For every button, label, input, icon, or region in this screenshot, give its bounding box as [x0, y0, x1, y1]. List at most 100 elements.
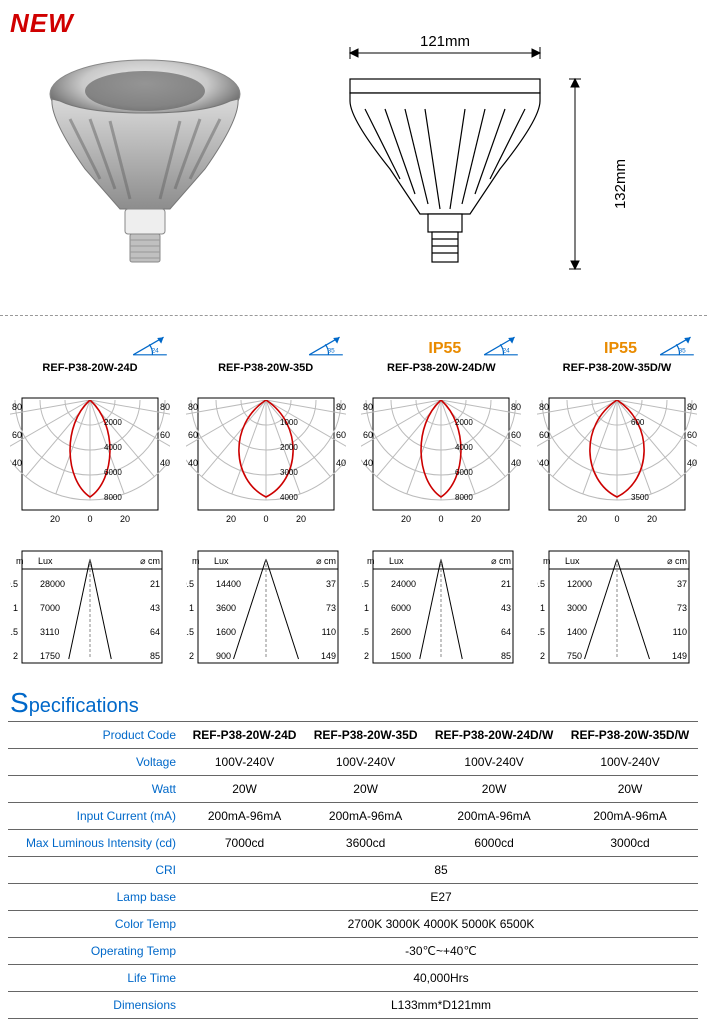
spec-row: DimensionsL133mm*D121mm — [8, 992, 698, 1019]
spec-row: Life Time40,000Hrs — [8, 965, 698, 992]
spec-row: Max Luminous Intensity (cd)7000cd3600cd6… — [8, 830, 698, 857]
svg-text:1: 1 — [189, 603, 194, 613]
spec-label: CRI — [8, 857, 184, 884]
svg-text:0.5: 0.5 — [186, 579, 194, 589]
svg-text:60: 60 — [160, 430, 170, 440]
svg-text:110: 110 — [673, 627, 687, 637]
svg-text:3600: 3600 — [216, 603, 236, 613]
svg-text:80: 80 — [12, 402, 22, 412]
svg-text:64: 64 — [501, 627, 511, 637]
svg-text:6000: 6000 — [104, 468, 122, 477]
svg-text:14400: 14400 — [216, 579, 241, 589]
ip55-badge: IP55 — [604, 340, 637, 358]
spec-value: 100V-240V — [305, 749, 426, 776]
polar-chart: 806040806040200202000400060008000 — [361, 380, 521, 525]
svg-text:43: 43 — [501, 603, 511, 613]
svg-text:110: 110 — [321, 627, 335, 637]
variant-code: REF-P38-20W-35D/W — [537, 362, 697, 374]
svg-text:40: 40 — [336, 458, 346, 468]
polar-chart-row: 24 REF-P38-20W-24D 80 60 40 80 60 40 20 0 20 2000… — [0, 330, 707, 525]
svg-text:8000: 8000 — [104, 493, 122, 502]
svg-text:85: 85 — [150, 651, 160, 661]
dim-height: 132mm — [612, 159, 629, 209]
svg-text:21: 21 — [501, 579, 511, 589]
svg-text:1.5: 1.5 — [361, 627, 369, 637]
svg-text:35: 35 — [327, 347, 335, 354]
svg-text:Lux: Lux — [38, 556, 53, 566]
svg-text:⌀ cm: ⌀ cm — [667, 556, 687, 566]
spec-row: Voltage100V-240V100V-240V100V-240V100V-2… — [8, 749, 698, 776]
spec-value: 40,000Hrs — [184, 965, 698, 992]
spec-value: 20W — [305, 776, 426, 803]
svg-text:1750: 1750 — [40, 651, 60, 661]
svg-text:1500: 1500 — [391, 651, 411, 661]
svg-text:20: 20 — [296, 514, 306, 524]
svg-text:80: 80 — [160, 402, 170, 412]
svg-text:40: 40 — [511, 458, 521, 468]
svg-text:80: 80 — [363, 402, 373, 412]
svg-text:73: 73 — [326, 603, 336, 613]
svg-text:0.5: 0.5 — [537, 579, 545, 589]
hero-row: 121mm 132mm — [0, 39, 707, 309]
beam-angle-icon: 24 — [130, 334, 170, 358]
spec-label: Lamp base — [8, 884, 184, 911]
svg-text:⌀ cm: ⌀ cm — [491, 556, 511, 566]
spec-value: 2700K 3000K 4000K 5000K 6500K — [184, 911, 698, 938]
spec-value: REF-P38-20W-35D — [305, 722, 426, 749]
spec-label: Input Current (mA) — [8, 803, 184, 830]
polar-cell: IP55 24 REF-P38-20W-24D/W 80604080604020… — [361, 330, 521, 525]
svg-text:2000: 2000 — [104, 418, 122, 427]
svg-text:750: 750 — [567, 651, 582, 661]
spec-row: Watt20W20W20W20W — [8, 776, 698, 803]
polar-cell: 35 REF-P38-20W-35D 806040806040200201000… — [186, 330, 346, 525]
variant-code: REF-P38-20W-24D/W — [361, 362, 521, 374]
svg-text:20: 20 — [50, 514, 60, 524]
svg-text:Lux: Lux — [214, 556, 229, 566]
dim-width: 121mm — [420, 33, 470, 50]
spec-heading-rest: pecifications — [29, 695, 139, 717]
svg-text:4000: 4000 — [104, 443, 122, 452]
svg-text:2000: 2000 — [280, 443, 298, 452]
spec-value: 20W — [426, 776, 562, 803]
svg-text:21: 21 — [150, 579, 160, 589]
svg-text:900: 900 — [216, 651, 231, 661]
spec-heading-initial: S — [10, 687, 29, 718]
svg-text:40: 40 — [160, 458, 170, 468]
beam-angle-icon: 35 — [306, 334, 346, 358]
spec-value: 200mA-96mA — [184, 803, 305, 830]
svg-text:0: 0 — [439, 514, 444, 524]
svg-text:1: 1 — [13, 603, 18, 613]
svg-text:⌀ cm: ⌀ cm — [140, 556, 160, 566]
spec-value: 20W — [562, 776, 698, 803]
svg-text:1: 1 — [364, 603, 369, 613]
lux-chart: m Lux ⌀ cm 0.511.52240006000260015002143… — [361, 539, 521, 669]
spec-value: 100V-240V — [562, 749, 698, 776]
spec-value: E27 — [184, 884, 698, 911]
spec-value: 3000cd — [562, 830, 698, 857]
svg-text:60: 60 — [511, 430, 521, 440]
svg-text:40: 40 — [188, 458, 198, 468]
lux-cell: m Lux ⌀ cm 0.511.52144003600160090037731… — [186, 539, 346, 669]
svg-text:2600: 2600 — [391, 627, 411, 637]
spec-value: 200mA-96mA — [562, 803, 698, 830]
svg-text:m: m — [192, 556, 200, 566]
svg-text:7000: 7000 — [40, 603, 60, 613]
spec-value: 85 — [184, 857, 698, 884]
dimension-diagram: 121mm 132mm — [320, 39, 610, 289]
svg-text:4000: 4000 — [455, 443, 473, 452]
spec-label: Life Time — [8, 965, 184, 992]
spec-label: Watt — [8, 776, 184, 803]
svg-text:3000: 3000 — [280, 468, 298, 477]
svg-text:1600: 1600 — [216, 627, 236, 637]
svg-text:28000: 28000 — [40, 579, 65, 589]
svg-text:20: 20 — [647, 514, 657, 524]
spec-row: Product CodeREF-P38-20W-24DREF-P38-20W-3… — [8, 722, 698, 749]
spec-label: Max Luminous Intensity (cd) — [8, 830, 184, 857]
polar-chart: 806040806040200202000400060008000 — [10, 380, 170, 525]
svg-text:24000: 24000 — [391, 579, 416, 589]
svg-text:40: 40 — [363, 458, 373, 468]
divider — [0, 315, 707, 316]
variant-code: REF-P38-20W-24D — [10, 362, 170, 374]
spec-label: Dimensions — [8, 992, 184, 1019]
spec-value: 200mA-96mA — [426, 803, 562, 830]
